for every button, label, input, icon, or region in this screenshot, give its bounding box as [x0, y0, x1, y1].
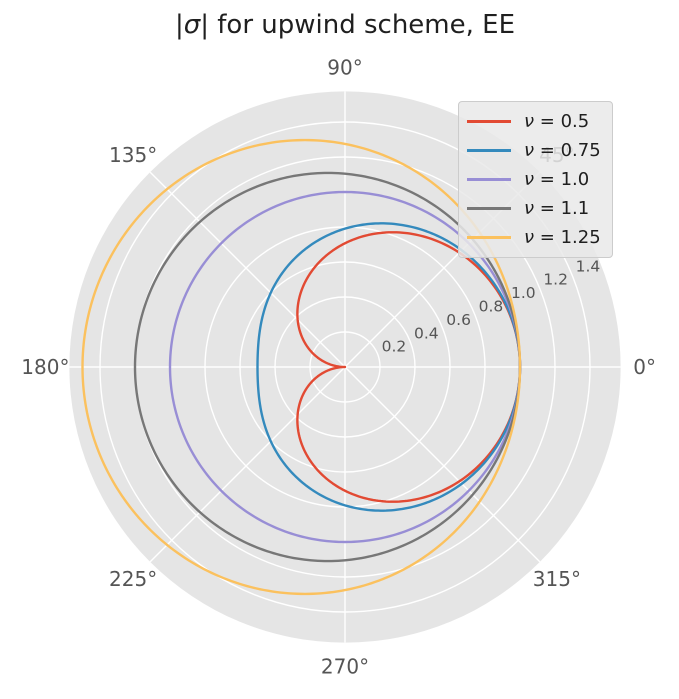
legend-nu-value: = 0.75 [534, 140, 601, 161]
legend-nu-value: = 1.25 [534, 227, 601, 248]
legend-item-label: ν = 0.5 [524, 111, 589, 132]
title-suffix: | for upwind scheme, EE [200, 10, 516, 40]
r-tick-label: 1.2 [543, 271, 568, 289]
chart-title: |σ| for upwind scheme, EE [175, 10, 515, 40]
legend-line-swatch [467, 149, 511, 152]
r-tick-label: 0.8 [479, 298, 504, 316]
theta-gridline [149, 366, 346, 563]
legend-nu-value: = 1.0 [534, 169, 590, 190]
legend-nu-value: = 0.5 [534, 111, 590, 132]
legend-nu-symbol: ν [524, 169, 535, 190]
series-curve-nu-1.25 [81, 138, 522, 596]
legend-item-2: ν = 1.0 [459, 165, 612, 194]
series-curve-nu-0.75 [256, 222, 522, 512]
legend-line-swatch [467, 178, 511, 181]
theta-tick-label: 0° [633, 355, 656, 379]
legend: ν = 0.5 ν = 0.75 ν = 1.0 ν = 1.1 ν = 1.25 [458, 101, 613, 258]
theta-tick-label: 180° [21, 355, 69, 379]
theta-tick-label: 135° [109, 143, 157, 167]
title-prefix: | [174, 10, 184, 40]
theta-gridline [344, 366, 541, 563]
legend-item-label: ν = 1.0 [524, 169, 589, 190]
legend-line-swatch [467, 207, 511, 210]
series-curve-nu-0.5 [296, 231, 522, 503]
legend-nu-value: = 1.1 [534, 198, 590, 219]
legend-item-label: ν = 1.25 [524, 227, 601, 248]
legend-nu-symbol: ν [524, 140, 535, 161]
r-tick-label: 1.0 [511, 284, 536, 302]
theta-tick-label: 225° [109, 567, 157, 591]
legend-line-swatch [467, 120, 511, 123]
r-tick-label: 0.4 [414, 324, 439, 342]
theta-tick-label: 315° [533, 567, 581, 591]
legend-item-label: ν = 0.75 [524, 140, 601, 161]
theta-tick-label: 90° [327, 55, 362, 79]
title-sigma-symbol: σ [183, 10, 201, 40]
legend-nu-symbol: ν [524, 111, 535, 132]
series-curve-nu-1.1 [133, 171, 522, 563]
r-tick-label: 0.2 [382, 338, 407, 356]
legend-item-0: ν = 0.5 [459, 107, 612, 136]
legend-nu-symbol: ν [524, 198, 535, 219]
legend-item-label: ν = 1.1 [524, 198, 589, 219]
legend-item-1: ν = 0.75 [459, 136, 612, 165]
theta-gridline [149, 171, 346, 368]
series-curve-nu-1 [168, 190, 522, 544]
r-tick-label: 1.4 [576, 257, 601, 275]
legend-item-4: ν = 1.25 [459, 223, 612, 252]
legend-nu-symbol: ν [524, 227, 535, 248]
theta-tick-label: 270° [321, 655, 369, 679]
legend-item-3: ν = 1.1 [459, 194, 612, 223]
legend-line-swatch [467, 236, 511, 239]
r-tick-label: 0.6 [446, 311, 471, 329]
